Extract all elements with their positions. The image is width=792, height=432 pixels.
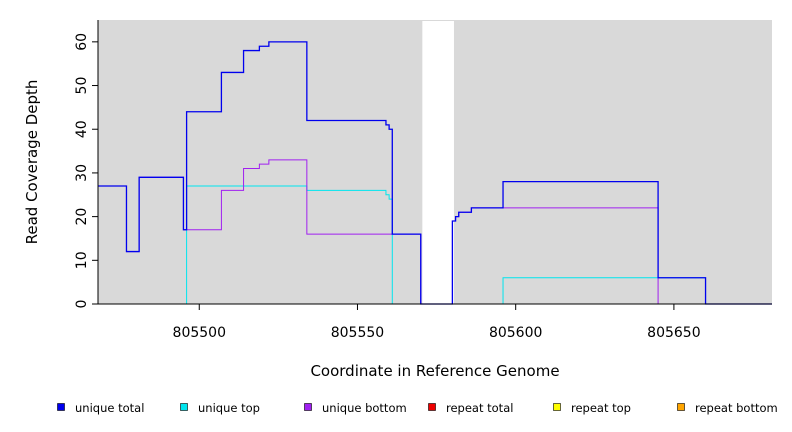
legend-swatch-repeat-bottom xyxy=(677,403,685,411)
y-axis-title: Read Coverage Depth xyxy=(23,80,41,245)
x-tick-label: 805600 xyxy=(489,325,542,341)
y-tick-label: 50 xyxy=(74,77,90,95)
y-tick-label: 60 xyxy=(74,33,90,51)
legend-label-repeat-bottom: repeat bottom xyxy=(695,401,778,415)
series-line-unique-total xyxy=(98,41,772,305)
y-tick-label: 30 xyxy=(74,164,90,182)
legend: unique total unique top unique bottom repea… xyxy=(57,401,778,415)
x-tick-label: 805550 xyxy=(331,325,384,341)
legend-label-repeat-top: repeat top xyxy=(571,401,631,415)
legend-swatch-repeat-total xyxy=(428,403,436,411)
legend-swatch-repeat-top xyxy=(553,403,561,411)
legend-swatch-unique-bottom xyxy=(304,403,312,411)
legend-label-repeat-total: repeat total xyxy=(446,401,513,415)
y-tick-label: 40 xyxy=(74,120,90,138)
y-tick-label: 0 xyxy=(74,300,90,309)
axes-layer: 0 10 20 30 40 50 60 805500 805550 805600 805650 xyxy=(74,20,772,341)
y-tick-label: 20 xyxy=(74,208,90,226)
y-tick-label: 10 xyxy=(74,251,90,269)
gap-region xyxy=(422,21,454,304)
legend-label-unique-bottom: unique bottom xyxy=(322,401,407,415)
x-axis-title: Coordinate in Reference Genome xyxy=(310,362,559,380)
x-tick-label: 805650 xyxy=(647,325,700,341)
x-tick-label: 805500 xyxy=(173,325,226,341)
legend-label-unique-total: unique total xyxy=(75,401,144,415)
legend-label-unique-top: unique top xyxy=(198,401,260,415)
legend-swatch-unique-top xyxy=(180,403,188,411)
legend-swatch-unique-total xyxy=(57,403,65,411)
